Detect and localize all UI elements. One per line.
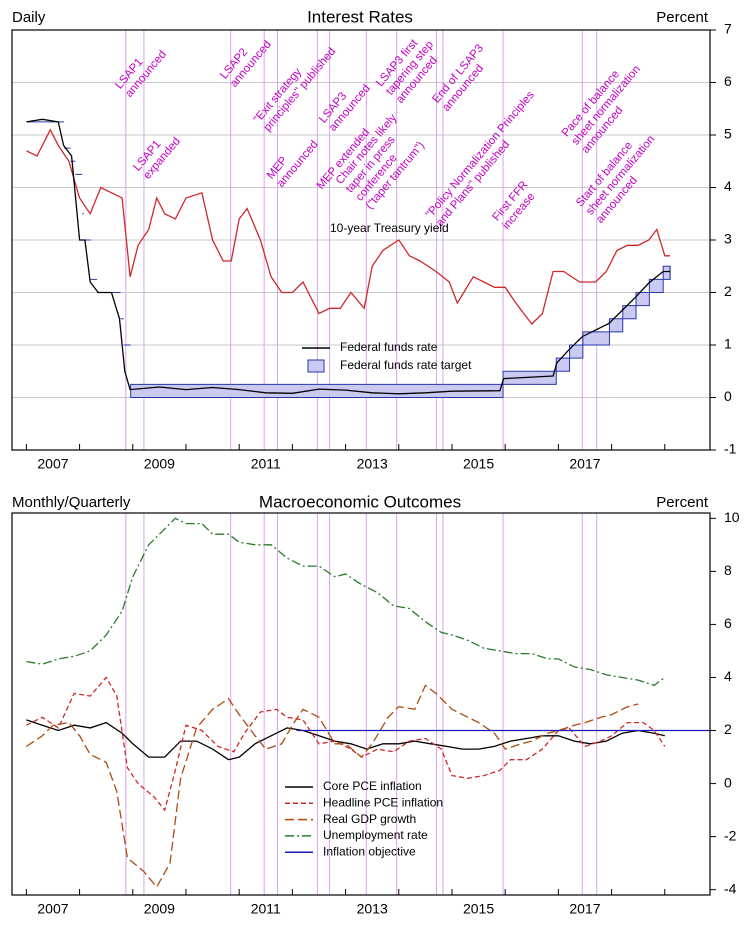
y-tick-label: 4 (724, 668, 732, 684)
event-label: LSAP3announced (317, 74, 373, 134)
right-label: Percent (656, 494, 709, 511)
target-band (662, 265, 671, 280)
y-tick-label: 1 (724, 336, 732, 352)
left-label: Daily (12, 9, 46, 26)
event-label: LSAP1announced (113, 40, 169, 100)
x-tick-label: 2013 (357, 901, 388, 917)
target-band (622, 305, 637, 320)
y-tick-label: 2 (724, 721, 732, 737)
x-tick-label: 2007 (37, 901, 68, 917)
y-tick-label: -1 (724, 441, 737, 457)
event-label: LSAP2announced (218, 30, 274, 90)
legend-label: Inflation objective (323, 844, 416, 858)
target-band (582, 331, 610, 346)
series-line (26, 517, 666, 687)
legend-label: Core PCE inflation (323, 779, 422, 793)
legend-label: Unemployment rate (323, 828, 428, 842)
y-tick-label: 0 (724, 388, 732, 404)
x-tick-label: 2011 (251, 456, 281, 472)
panel-title: Interest Rates (307, 7, 413, 26)
x-tick-label: 2017 (569, 456, 600, 472)
y-tick-label: 10 (724, 509, 740, 525)
panel-title: Macroeconomic Outcomes (259, 492, 461, 511)
x-tick-label: 2015 (463, 901, 494, 917)
right-label: Percent (656, 9, 709, 26)
event-label: Chair notes likelytaper in pressconferen… (334, 112, 430, 212)
legend-label: Headline PCE inflation (323, 795, 443, 809)
x-tick-label: 2017 (569, 901, 600, 917)
plot-frame (11, 512, 711, 896)
legend-label: Real GDP growth (323, 812, 416, 826)
y-tick-label: 0 (724, 774, 732, 790)
plot-frame (11, 29, 711, 451)
target-band (635, 292, 650, 307)
x-tick-label: 2013 (357, 456, 388, 472)
event-label: MEPannounced (265, 130, 321, 190)
series-label: 10-year Treasury yield (330, 221, 449, 235)
target-band (648, 278, 664, 293)
x-tick-label: 2015 (463, 456, 494, 472)
event-label: End of LSAP3announced (430, 42, 496, 113)
y-tick-label: -4 (724, 880, 737, 896)
x-tick-label: 2011 (251, 901, 281, 917)
y-tick-label: 8 (724, 562, 732, 578)
target-band (608, 318, 624, 333)
y-tick-label: 4 (724, 178, 732, 194)
y-tick-label: 2 (724, 283, 732, 299)
y-tick-label: 5 (724, 126, 732, 142)
x-tick-label: 2009 (144, 456, 175, 472)
y-tick-label: 3 (724, 231, 732, 247)
y-tick-label: 6 (724, 615, 732, 631)
event-label: Pace of balancesheet normalizationannoun… (560, 55, 653, 156)
y-tick-label: 7 (724, 21, 732, 37)
target-band (569, 344, 584, 359)
legend-label: Federal funds rate (340, 340, 438, 354)
series-line (26, 128, 671, 325)
series-line (26, 719, 665, 761)
y-tick-label: -2 (724, 827, 737, 843)
series-line (26, 118, 671, 395)
x-tick-label: 2009 (144, 901, 175, 917)
legend-swatch (307, 359, 325, 373)
y-tick-label: 6 (724, 73, 732, 89)
target-band (130, 383, 504, 398)
left-label: Monthly/Quarterly (12, 494, 131, 511)
x-tick-label: 2007 (37, 456, 68, 472)
series-line (26, 684, 639, 889)
legend-label: Federal funds rate target (340, 358, 472, 372)
target-band (555, 357, 571, 372)
